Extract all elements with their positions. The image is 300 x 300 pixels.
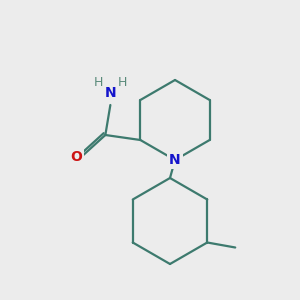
Text: N: N [104,86,116,100]
Text: H: H [118,76,127,89]
Text: O: O [70,150,82,164]
Text: N: N [169,153,181,167]
Text: H: H [94,76,103,89]
